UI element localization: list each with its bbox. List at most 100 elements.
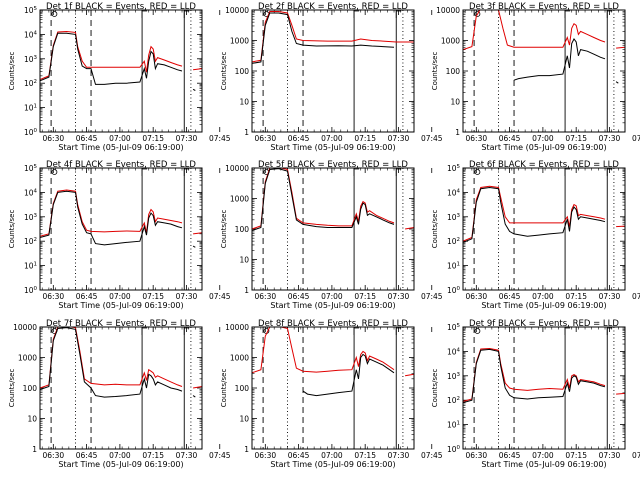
y-tick-label: 1 [455, 128, 460, 137]
series-line-lld [405, 373, 414, 377]
x-tick-label: 07:45 [632, 451, 640, 460]
series-line-events [252, 12, 395, 64]
x-tick-label: 06:30 [466, 134, 488, 143]
x-tick-label: 07:15 [354, 134, 376, 143]
corner-marker-glyph [183, 327, 190, 335]
y-tick-label: 100 [235, 67, 250, 76]
x-tick-label: 06:45 [499, 451, 521, 460]
chart-title: Det 2f BLACK = Events, RED = LLD [258, 2, 408, 12]
series-line-lld [193, 386, 202, 389]
x-tick-label: 06:30 [255, 451, 277, 460]
chart-title: Det 6f BLACK = Events, RED = LLD [469, 160, 619, 170]
corner-marker-glyph [606, 168, 613, 176]
y-tick-label: 100 [235, 225, 250, 234]
x-tick-label: 07:30 [599, 292, 621, 301]
x-tick-label: 07:00 [532, 451, 554, 460]
x-tick-label: 07:00 [532, 134, 554, 143]
y-tick-label: 100 [23, 384, 38, 393]
x-axis-label: Start Time (05-Jul-09 06:19:00) [58, 301, 183, 310]
series-line-lld [40, 189, 183, 237]
y-tick-label: 10 [450, 98, 460, 107]
y-tick-label: 100 [24, 128, 38, 137]
x-tick-label: 07:15 [565, 134, 587, 143]
y-axis-label: Counts/sec [220, 210, 228, 249]
series-line-events [252, 168, 395, 231]
y-tick-label: 101 [447, 421, 460, 430]
corner-marker-glyph [353, 168, 360, 176]
y-tick-label: 100 [24, 286, 38, 295]
y-axis-label: Counts/sec [8, 52, 16, 91]
start-marker-glyph [474, 328, 481, 334]
y-tick-label: 105 [24, 6, 38, 15]
series-line-events [40, 327, 183, 398]
y-tick-label: 10 [239, 415, 249, 424]
x-tick-label: 07:45 [209, 134, 231, 143]
y-tick-label: 1000 [230, 195, 249, 204]
y-tick-label: 103 [447, 213, 461, 222]
y-axis-label: Counts/sec [431, 210, 439, 249]
x-tick-label: 07:30 [599, 451, 621, 460]
x-tick-label: 06:30 [43, 292, 65, 301]
x-tick-label: 07:30 [176, 292, 198, 301]
series-line-lld [40, 327, 183, 389]
y-tick-label: 10000 [225, 164, 249, 173]
x-tick-label: 06:30 [466, 451, 488, 460]
x-tick-label: 07:45 [632, 134, 640, 143]
series-line-events [192, 395, 196, 398]
series-line-events [302, 353, 395, 397]
chart-panel-6: Det 6f BLACK = Events, RED = LLD Counts/s… [431, 160, 640, 310]
y-tick-label: 103 [24, 55, 38, 64]
y-tick-label: 100 [447, 445, 461, 454]
series-line-events [40, 190, 183, 246]
x-tick-label: 06:45 [288, 451, 310, 460]
y-tick-label: 104 [24, 30, 38, 39]
y-tick-label: 10000 [225, 6, 249, 15]
series-line-lld [252, 11, 414, 63]
start-marker-glyph [474, 11, 481, 17]
x-tick-label: 07:15 [565, 292, 587, 301]
y-tick-label: 1 [32, 445, 37, 454]
corner-marker-glyph [564, 10, 571, 18]
series-line-lld [463, 185, 606, 242]
corner-marker-glyph [395, 327, 402, 335]
x-tick-label: 06:45 [288, 292, 310, 301]
chart-panel-3: Det 3f BLACK = Events, RED = LLD Counts/s… [431, 2, 640, 152]
chart-panel-1: Det 1f BLACK = Events, RED = LLD Counts/s… [8, 2, 231, 152]
x-tick-label: 07:30 [388, 134, 410, 143]
y-tick-label: 1000 [18, 354, 37, 363]
y-axis-label: Counts/sec [431, 52, 439, 91]
x-axis-label: Start Time (05-Jul-09 06:19:00) [270, 460, 395, 469]
y-tick-label: 101 [24, 104, 37, 113]
series-line-lld [405, 227, 414, 230]
y-tick-label: 100 [447, 286, 461, 295]
corner-marker-glyph [183, 168, 190, 176]
x-tick-label: 07:30 [388, 292, 410, 301]
x-tick-label: 07:15 [142, 292, 164, 301]
x-tick-label: 06:45 [499, 134, 521, 143]
y-tick-label: 1000 [230, 354, 249, 363]
y-axis-label: Counts/sec [8, 210, 16, 249]
chart-panel-8: Det 8f BLACK = Events, RED = LLD Counts/s… [220, 319, 443, 469]
x-tick-label: 06:45 [76, 292, 98, 301]
y-tick-label: 10 [239, 98, 249, 107]
series-line-lld [252, 168, 395, 230]
series-line-events [463, 186, 606, 243]
x-tick-label: 07:15 [354, 451, 376, 460]
y-tick-label: 102 [24, 79, 37, 88]
series-line-events [192, 245, 196, 248]
series-line-lld [616, 392, 625, 395]
x-tick-label: 06:45 [76, 451, 98, 460]
start-marker-glyph [51, 11, 58, 17]
x-tick-label: 06:45 [76, 134, 98, 143]
series-line-lld [463, 10, 606, 51]
y-tick-label: 1000 [230, 37, 249, 46]
plot-frame [251, 9, 415, 133]
x-tick-label: 07:15 [142, 451, 164, 460]
plot-frame [462, 326, 626, 450]
x-tick-label: 07:30 [599, 134, 621, 143]
x-tick-label: 07:00 [109, 134, 131, 143]
corner-marker-glyph [141, 10, 148, 18]
series-line-lld [616, 225, 625, 228]
plot-frame [39, 9, 203, 133]
